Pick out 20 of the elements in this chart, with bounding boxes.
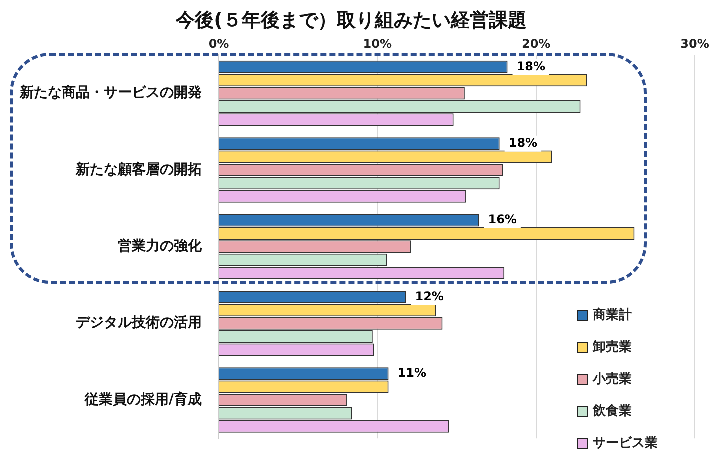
- x-tick-label: 20%: [522, 37, 551, 52]
- legend-label: サービス業: [593, 435, 658, 452]
- chart-title: 今後(５年後まで）取り組みたい経営課題: [175, 9, 527, 32]
- data-label: 18%: [508, 136, 538, 150]
- x-tick-label: 30%: [680, 37, 710, 52]
- legend-label: 飲食業: [593, 403, 632, 420]
- y-tick-label: 営業力の強化: [118, 238, 203, 255]
- legend-label: 小売業: [593, 371, 632, 388]
- x-tick-label: 0%: [208, 37, 230, 52]
- y-tick-label: 新たな商品・サービスの開発: [19, 84, 202, 102]
- legend-label: 卸売業: [593, 339, 632, 356]
- y-tick-label: 従業員の採用/育成: [84, 390, 202, 408]
- data-label: 16%: [488, 212, 517, 227]
- data-label: 18%: [516, 59, 546, 74]
- y-tick-label: 新たな顧客層の開拓: [75, 160, 202, 178]
- legend-label: 商業計: [593, 306, 632, 324]
- x-tick-label: 10%: [363, 37, 392, 52]
- data-label: 12%: [415, 289, 444, 304]
- data-label: 11%: [398, 366, 427, 380]
- y-tick-label: デジタル技術の活用: [76, 315, 202, 332]
